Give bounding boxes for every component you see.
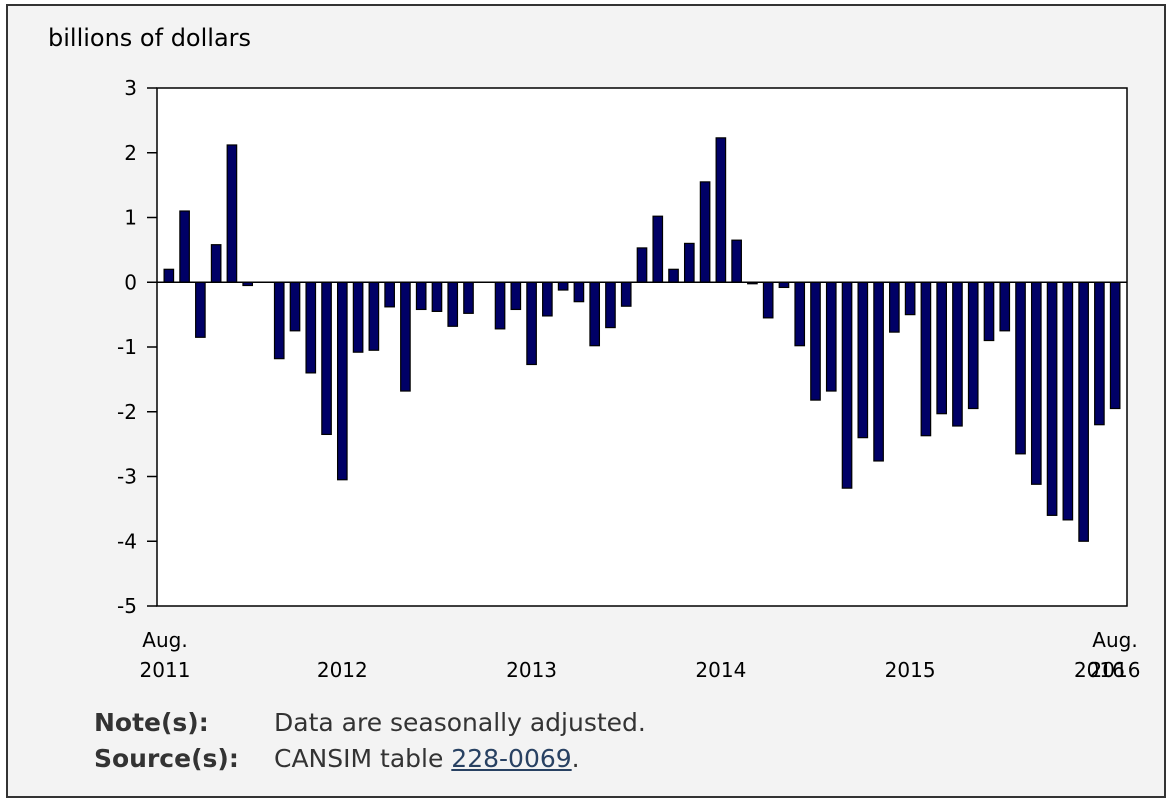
x-tick-label: 2012 [317,658,368,682]
bar [762,281,774,319]
x-tick-label: 2016 [1074,658,1125,682]
y-tick-label: -1 [117,335,137,359]
bar [557,281,569,291]
note-label: Note(s): [94,708,209,737]
bar [1109,281,1121,410]
y-tick-label: -2 [117,400,137,424]
bar [620,281,632,307]
bar [463,281,474,314]
note-row: Note(s): Data are seasonally adjusted. [94,708,646,737]
x-tick-label-month: Aug. [142,628,187,652]
bar [195,281,206,338]
bar [1062,281,1074,521]
bar [904,281,916,316]
bar [873,281,884,462]
y-axis-title: billions of dollars [48,24,251,52]
bar [542,281,553,317]
bar [179,210,190,283]
y-tick-label: 1 [124,206,137,230]
x-tick-label-year: 2016 [1090,658,1141,682]
bar [526,281,537,366]
bar [289,281,301,332]
note-text: Data are seasonally adjusted. [274,708,646,737]
bar [352,281,364,353]
bar [936,281,948,415]
bar [699,181,711,283]
x-tick-label: 2014 [695,658,746,682]
bar [889,281,900,333]
source-label: Source(s): [94,744,239,773]
bar [731,239,742,283]
bar [1030,281,1042,485]
x-tick-label-year: 2011 [140,658,191,682]
bar [605,281,616,329]
bar [384,281,395,308]
y-tick-label: -4 [117,529,137,553]
bar [336,281,348,481]
bar [715,137,727,283]
bar [857,281,869,439]
bar [967,281,979,410]
bar [810,281,821,401]
bar [636,247,648,283]
bar [652,215,664,283]
chart-frame: billions of dollars 3 2 1 0 -1 -2 -3 -4 -5 Aug. 201… [6,4,1166,798]
bar [1094,281,1105,426]
bar [668,268,679,283]
bar [589,281,601,347]
bar [163,268,175,283]
bar [841,281,853,489]
bar [226,144,238,283]
bar [920,281,932,437]
x-tick-label: 2013 [506,658,557,682]
bar [447,281,459,327]
bar [794,281,806,347]
bar [431,281,443,312]
bar [368,281,380,351]
y-tick-label: -5 [117,594,137,618]
bar [778,281,790,289]
bar [510,281,522,311]
y-tick-label: 0 [124,270,137,294]
bar [273,281,285,360]
bar [305,281,317,374]
source-prefix: CANSIM table [274,744,452,773]
bar [400,281,411,392]
chart: billions of dollars3210-1-2-3-4-5Aug.201… [48,24,1141,682]
bar [999,281,1011,332]
bar [1078,281,1089,542]
y-tick-label: 3 [124,76,137,100]
y-tick-label: 2 [124,141,137,165]
bar [1015,281,1026,455]
bar [415,281,427,311]
source-row: Source(s): CANSIM table 228-0069. [94,744,580,773]
bar [825,281,837,392]
x-tick-label: 2015 [885,658,936,682]
plot-area [157,88,1127,606]
bar [210,244,222,283]
source-suffix: . [571,744,580,773]
bar [952,281,963,427]
bar [683,242,695,283]
y-tick-label: -3 [117,465,137,489]
x-tick-label-month: Aug. [1092,628,1137,652]
plot-border [156,87,1128,607]
bar [494,281,506,330]
source-link[interactable]: 228-0069 [451,744,572,773]
bar [321,281,332,436]
bar [983,281,995,342]
bar [1046,281,1058,516]
bar [573,281,585,303]
